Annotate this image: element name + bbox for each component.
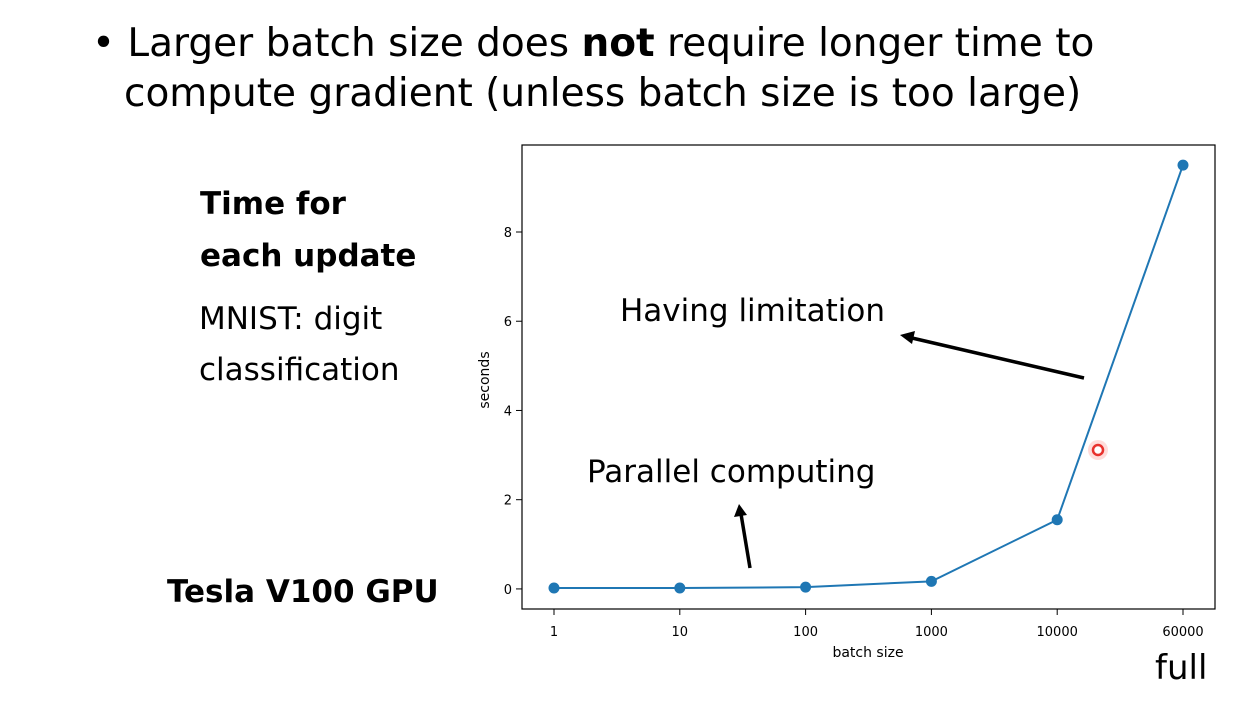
x-tick-label: 1 [550, 625, 558, 640]
bullet-marker: • [92, 21, 116, 66]
full-label: full [1155, 648, 1208, 688]
arrow-parallel-computing-head [734, 504, 747, 517]
cursor-marker [1091, 443, 1105, 457]
side-heading-line-1: Time for [200, 186, 346, 222]
bullet-text-post: require longer time to [654, 21, 1095, 66]
data-point [1051, 514, 1063, 526]
arrow-having-limitation-head [900, 331, 915, 344]
side-heading-line-2: each update [200, 238, 417, 274]
y-tick-label: 8 [504, 226, 512, 241]
y-ticks: 0 2 4 6 8 [504, 226, 522, 598]
x-axis-title: batch size [832, 645, 903, 661]
bullet-text-pre: Larger batch size does [127, 21, 582, 66]
side-sub-line-2: classification [199, 352, 400, 388]
bullet-line-2: compute gradient (unless batch size is t… [124, 71, 1082, 116]
y-tick-label: 6 [504, 315, 512, 330]
x-tick-label: 100 [793, 625, 818, 640]
y-axis-title: seconds [477, 351, 493, 408]
x-tick-label: 1000 [915, 625, 948, 640]
data-point [674, 582, 686, 594]
x-tick-label: 10 [672, 625, 689, 640]
x-tick-label: 10000 [1037, 625, 1078, 640]
bullet-line-1: • Larger batch size does not require lon… [92, 22, 1094, 66]
bullet-text-bold: not [581, 21, 655, 66]
data-point [548, 582, 560, 594]
annotation-parallel-computing: Parallel computing [587, 454, 875, 490]
data-point [925, 575, 937, 587]
y-tick-label: 0 [504, 583, 512, 598]
plot-frame [521, 144, 1216, 610]
x-tick-label: 60000 [1162, 625, 1203, 640]
arrow-having-limitation-shaft [911, 336, 1085, 380]
arrow-parallel-computing-shaft [739, 513, 752, 569]
y-tick-label: 4 [504, 404, 512, 419]
gpu-label: Tesla V100 GPU [167, 574, 439, 610]
data-point [800, 581, 812, 593]
series-points [548, 159, 1189, 594]
data-point [1177, 159, 1189, 171]
series-line [554, 164, 1184, 590]
annotation-having-limitation: Having limitation [620, 293, 885, 329]
x-ticks: 1 10 100 1000 10000 60000 [550, 609, 1204, 640]
side-sub-line-1: MNIST: digit [199, 301, 383, 337]
y-tick-label: 2 [504, 494, 512, 509]
